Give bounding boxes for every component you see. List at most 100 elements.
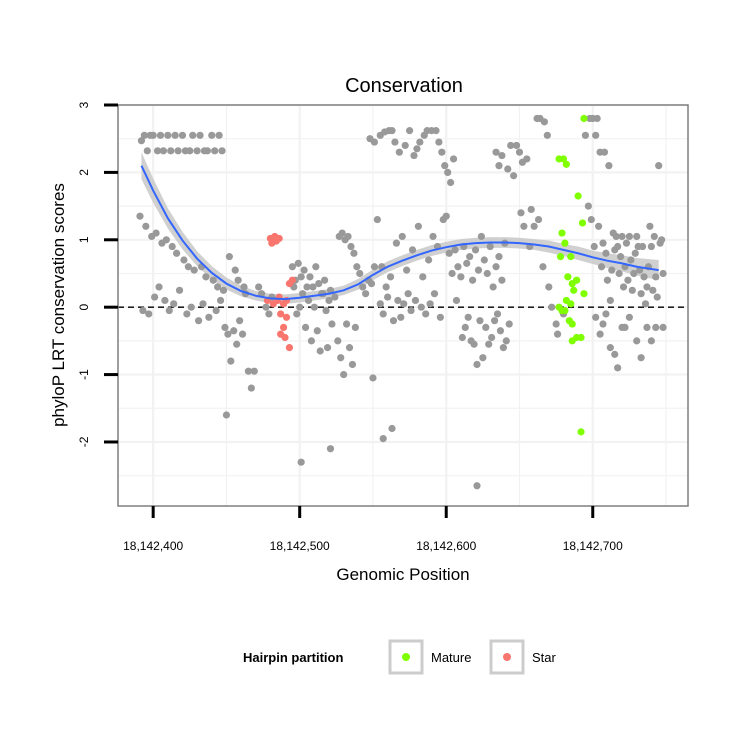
point-other: [345, 344, 354, 352]
point-other: [448, 269, 456, 278]
point-other: [611, 350, 619, 358]
point-other: [362, 290, 370, 298]
point-other: [625, 313, 633, 321]
x-tick-label: 18,142,600: [416, 539, 476, 553]
point-other: [543, 131, 551, 139]
point-other: [190, 266, 198, 274]
point-other: [367, 279, 376, 288]
point-other: [193, 147, 201, 155]
point-other: [247, 384, 255, 392]
point-other: [643, 323, 651, 332]
point-other: [628, 286, 636, 294]
point-other: [164, 131, 172, 139]
point-mature: [570, 286, 578, 294]
point-other: [369, 374, 377, 382]
point-other: [230, 327, 238, 335]
point-other: [643, 283, 651, 291]
point-other: [142, 222, 150, 230]
point-other: [510, 172, 518, 180]
point-mature: [577, 428, 585, 436]
smooth-line: [140, 165, 659, 301]
point-other: [356, 269, 364, 278]
point-other: [262, 303, 270, 311]
point-other: [222, 411, 231, 419]
point-other: [590, 242, 598, 251]
point-other: [293, 310, 301, 318]
point-other: [615, 269, 623, 278]
point-other: [218, 147, 226, 155]
point-other: [221, 323, 229, 332]
point-other: [430, 290, 439, 298]
point-mature: [567, 253, 575, 261]
point-other: [452, 296, 461, 305]
point-other: [441, 162, 449, 170]
point-other: [170, 300, 178, 308]
point-other: [416, 138, 424, 146]
point-other: [414, 222, 422, 230]
point-other: [168, 242, 176, 251]
point-mature: [568, 320, 576, 328]
point-star: [288, 276, 296, 284]
point-other: [255, 283, 263, 291]
point-other: [502, 337, 510, 345]
point-other: [202, 273, 210, 281]
point-other: [540, 118, 549, 126]
point-other: [652, 273, 660, 281]
point-other: [658, 236, 666, 244]
point-other: [153, 147, 162, 155]
point-other: [303, 283, 311, 291]
point-other: [624, 276, 632, 284]
point-other: [184, 263, 192, 271]
point-other: [425, 256, 433, 264]
point-other: [175, 286, 184, 294]
point-other: [397, 313, 405, 321]
point-other: [388, 424, 396, 433]
point-other: [348, 360, 357, 369]
point-mature: [562, 160, 570, 168]
point-other: [449, 155, 458, 163]
point-other: [174, 147, 182, 155]
point-other: [444, 168, 452, 176]
point-other: [231, 266, 239, 274]
point-other: [234, 276, 242, 284]
point-other: [328, 320, 336, 328]
point-other: [400, 300, 408, 308]
point-other: [625, 232, 633, 241]
point-other: [310, 303, 318, 311]
legend-title: Hairpin partition: [243, 650, 343, 665]
point-other: [161, 296, 169, 305]
point-other: [485, 340, 493, 348]
point-other: [499, 344, 507, 352]
point-other: [490, 317, 499, 325]
point-other: [606, 344, 614, 352]
point-other: [469, 276, 477, 284]
point-other: [405, 127, 414, 135]
point-mature: [574, 192, 582, 200]
point-other: [647, 337, 655, 345]
point-other: [152, 229, 160, 237]
point-other: [325, 296, 333, 305]
point-other: [619, 283, 628, 291]
point-other: [419, 273, 427, 281]
point-star: [277, 310, 285, 318]
point-other: [250, 367, 258, 375]
point-other: [473, 482, 481, 490]
point-mature: [556, 253, 565, 261]
point-other: [404, 290, 412, 298]
point-other: [496, 327, 505, 335]
point-other: [486, 242, 494, 251]
point-other: [429, 232, 437, 241]
point-other: [307, 337, 316, 345]
point-other: [504, 165, 512, 173]
point-other: [474, 266, 483, 274]
point-other: [403, 266, 411, 274]
point-star: [279, 323, 288, 332]
point-other: [477, 232, 485, 241]
point-other: [539, 263, 547, 271]
point-other: [392, 239, 401, 247]
point-other: [309, 283, 317, 291]
point-other: [592, 131, 600, 139]
point-other: [186, 147, 194, 155]
point-mature: [568, 337, 576, 345]
